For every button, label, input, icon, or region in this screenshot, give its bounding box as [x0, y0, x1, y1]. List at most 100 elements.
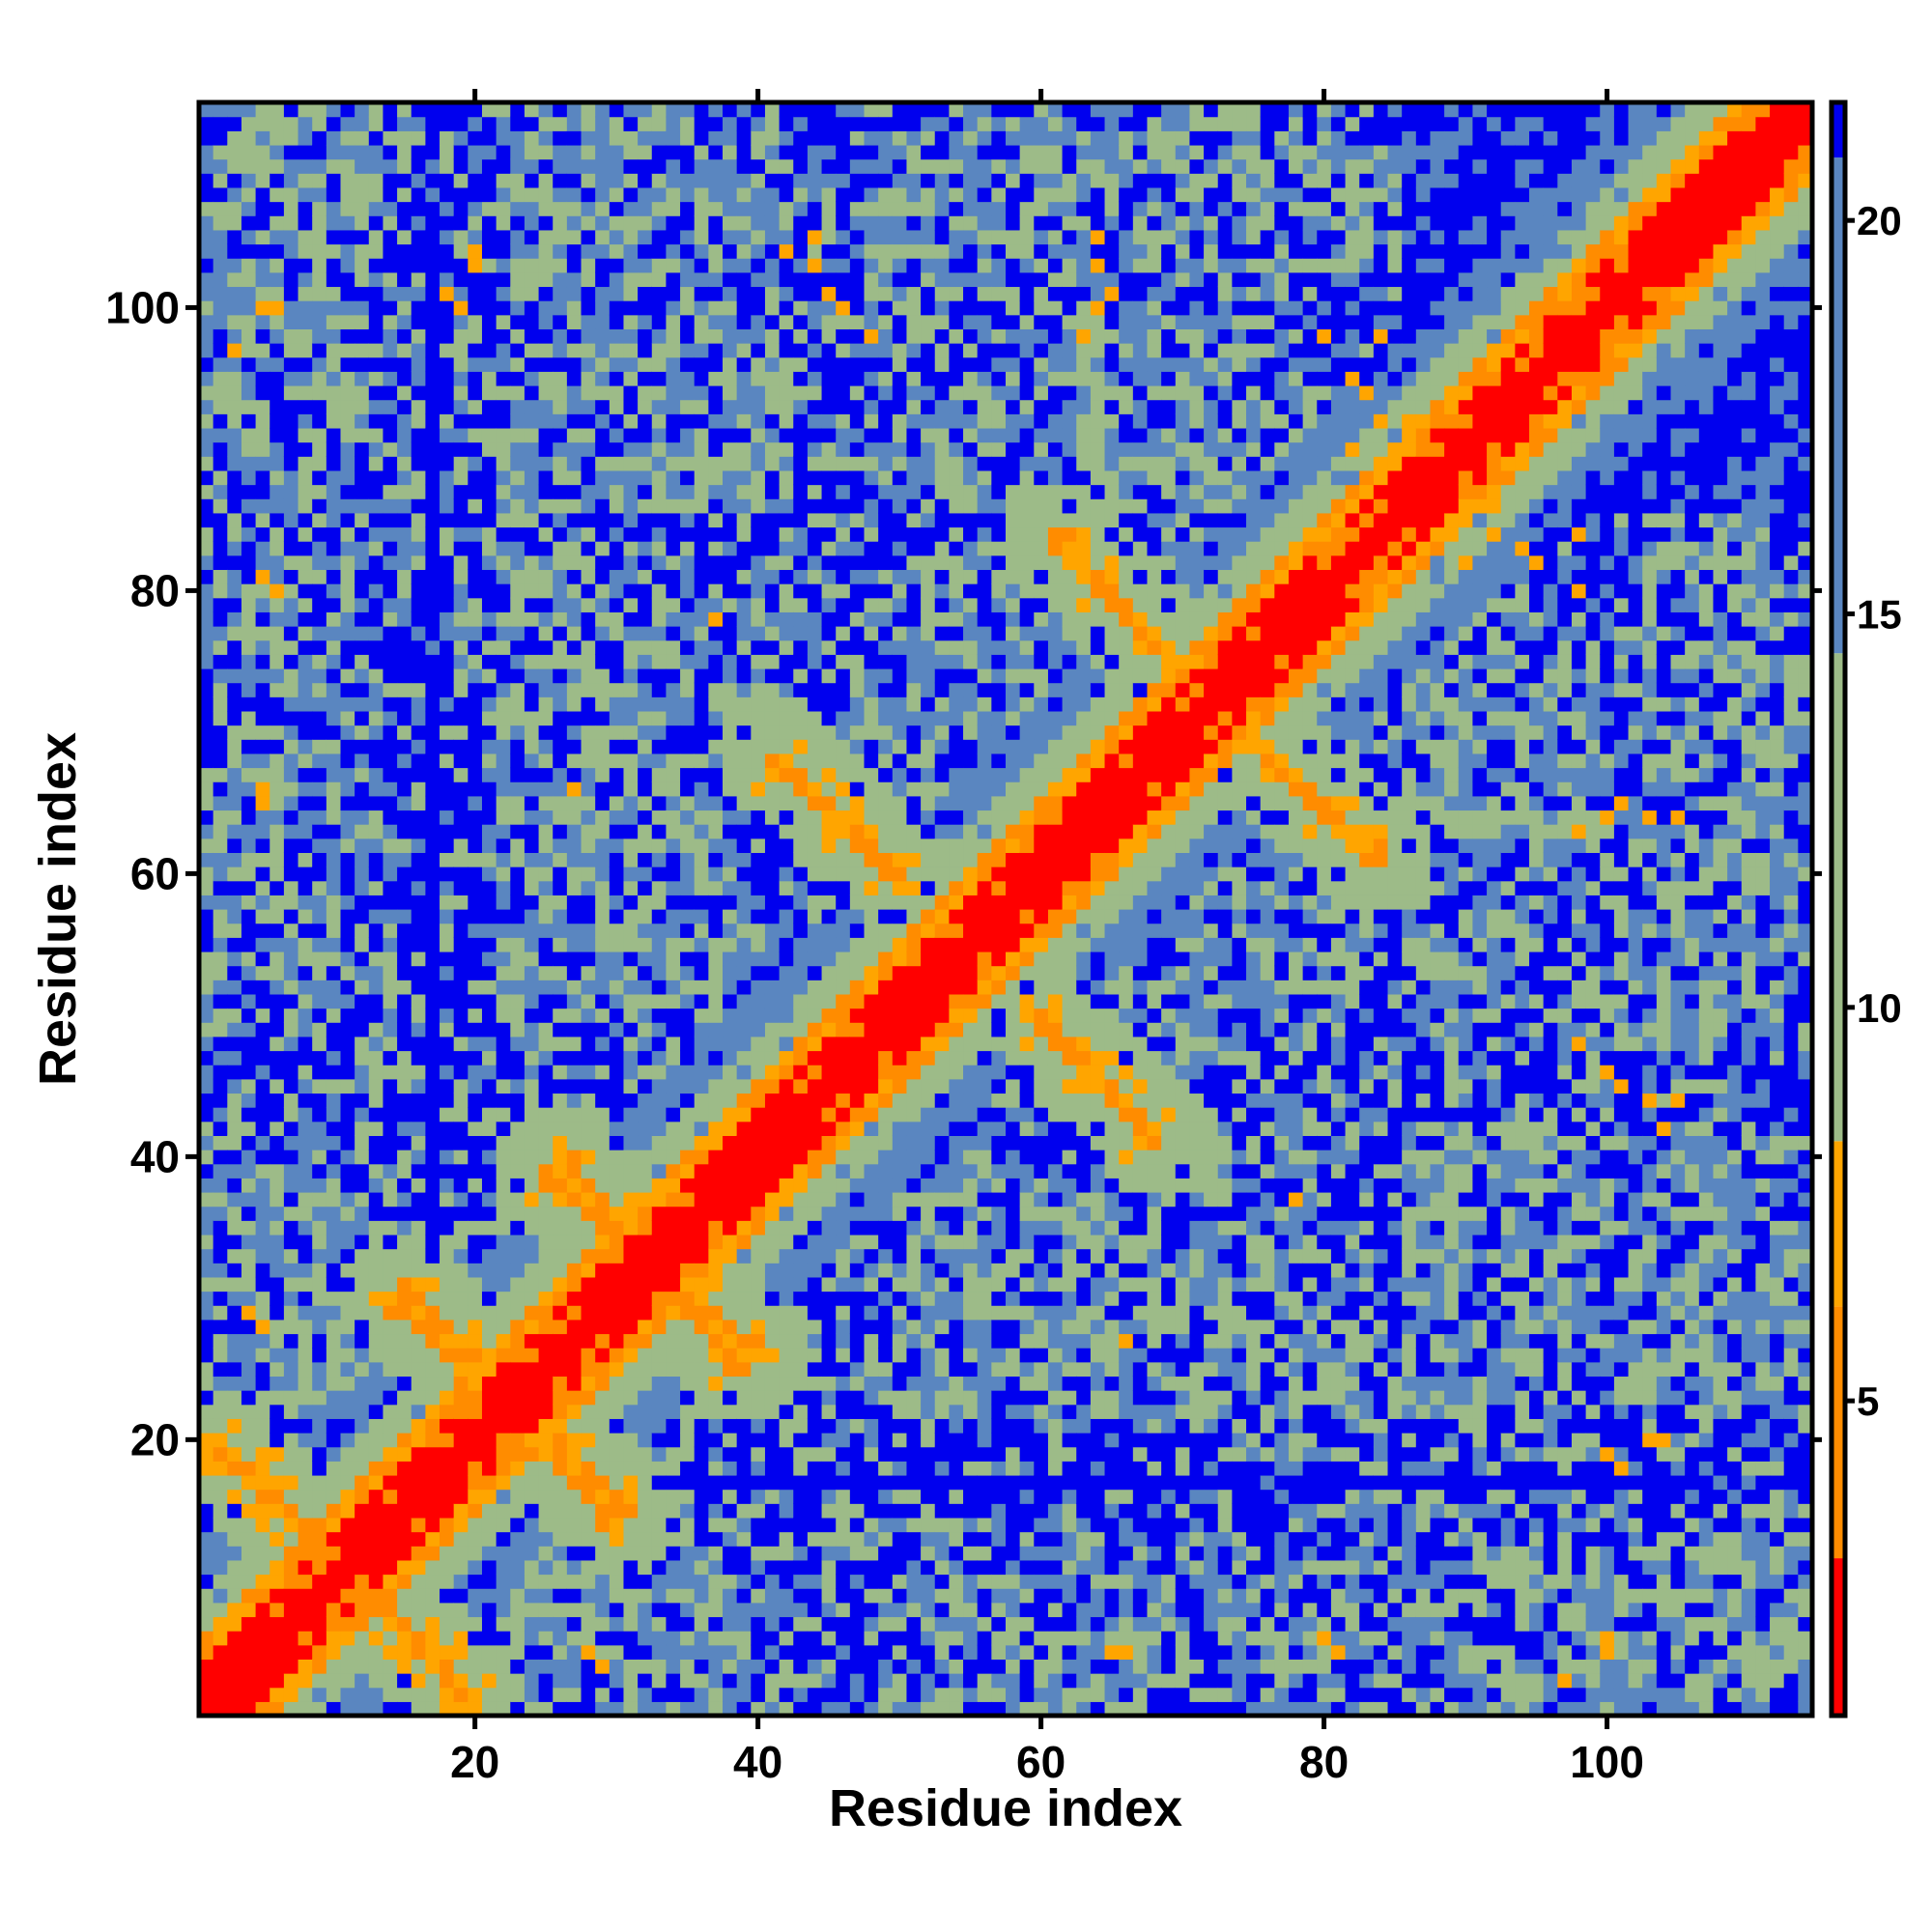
heatmap-cell [312, 824, 327, 839]
heatmap-cell [666, 895, 681, 910]
heatmap-cell [411, 456, 426, 471]
heatmap-cell [425, 739, 440, 754]
heatmap-cell [553, 427, 568, 443]
heatmap-cell [383, 1022, 398, 1037]
heatmap-cell [764, 965, 781, 980]
heatmap-cell [566, 597, 582, 612]
heatmap-cell [383, 201, 398, 216]
heatmap-cell [368, 158, 384, 174]
heatmap-cell [368, 1206, 384, 1221]
heatmap-cell [496, 1234, 511, 1250]
heatmap-cell [566, 965, 582, 980]
heatmap-cell [340, 639, 355, 655]
heatmap-cell [723, 1418, 738, 1434]
heatmap-cell [326, 668, 342, 684]
heatmap-cell [553, 144, 568, 160]
heatmap-cell [553, 526, 568, 542]
heatmap-cell [468, 753, 483, 769]
heatmap-cell [708, 116, 724, 131]
heatmap-cell [368, 1348, 384, 1363]
heatmap-cell [199, 569, 214, 584]
heatmap-cell [553, 1404, 568, 1419]
heatmap-cell [227, 1022, 242, 1037]
heatmap-cell [213, 215, 228, 231]
heatmap-cell [326, 1291, 342, 1306]
heatmap-cell [312, 1390, 327, 1406]
heatmap-cell [751, 1291, 766, 1306]
heatmap-cell [553, 1291, 568, 1306]
heatmap-cell [595, 1687, 611, 1702]
heatmap-cell [255, 1659, 270, 1674]
heatmap-cell [298, 271, 313, 288]
heatmap-cell [283, 441, 299, 457]
heatmap-cell [623, 1433, 639, 1448]
heatmap-cell [440, 384, 455, 401]
heatmap-cell [638, 186, 653, 203]
heatmap-cell [468, 1319, 483, 1335]
heatmap-cell [609, 413, 625, 429]
heatmap-cell [199, 384, 214, 401]
heatmap-cell [383, 1220, 398, 1236]
heatmap-cell [496, 880, 511, 895]
heatmap-cell [383, 427, 398, 443]
heatmap-cell [708, 923, 724, 938]
heatmap-cell [425, 852, 440, 867]
heatmap-cell [199, 1673, 214, 1689]
heatmap-cell [326, 1361, 342, 1378]
heatmap-cell [368, 1503, 384, 1519]
heatmap-cell [723, 541, 738, 556]
heatmap-cell [723, 1559, 738, 1576]
heatmap-cell [496, 427, 511, 443]
heatmap-cell [779, 243, 794, 259]
heatmap-cell [496, 1673, 511, 1689]
heatmap-cell [751, 343, 766, 358]
heatmap-cell [538, 229, 554, 245]
heatmap-cell [355, 795, 370, 811]
heatmap-cell [553, 1150, 568, 1165]
heatmap-cell [736, 1065, 752, 1080]
heatmap-cell [326, 1531, 342, 1547]
heatmap-cell [510, 1602, 526, 1618]
heatmap-cell [538, 427, 554, 443]
heatmap-cell [680, 399, 696, 414]
heatmap-cell [595, 1191, 611, 1208]
heatmap-cell [355, 1503, 370, 1519]
heatmap-cell [553, 1659, 568, 1674]
heatmap-cell [468, 484, 483, 499]
heatmap-cell [779, 1390, 794, 1406]
heatmap-cell [553, 1559, 568, 1576]
heatmap-cell [453, 554, 469, 571]
heatmap-cell [355, 541, 370, 556]
heatmap-cell [723, 130, 738, 146]
heatmap-cell [666, 795, 681, 811]
heatmap-cell [411, 1008, 426, 1023]
heatmap-cell [368, 1191, 384, 1208]
heatmap-cell [241, 1631, 257, 1646]
heatmap-cell [255, 343, 270, 358]
heatmap-cell [694, 356, 709, 372]
heatmap-cell [270, 399, 285, 414]
heatmap-cell [779, 810, 794, 825]
heatmap-cell [283, 1361, 299, 1378]
heatmap-cell [581, 852, 596, 867]
heatmap-cell [453, 1446, 469, 1462]
heatmap-cell [651, 583, 668, 599]
heatmap-cell [623, 767, 639, 782]
heatmap-cell [680, 781, 696, 797]
heatmap-cell [779, 1263, 794, 1278]
heatmap-cell [383, 512, 398, 528]
heatmap-cell [411, 1588, 426, 1604]
heatmap-cell [524, 1404, 540, 1419]
heatmap-cell [255, 1319, 270, 1335]
heatmap-cell [779, 1659, 794, 1674]
heatmap-cell [680, 1701, 696, 1717]
heatmap-cell [326, 384, 342, 401]
heatmap-cell [411, 356, 426, 372]
heatmap-cell [708, 951, 724, 967]
heatmap-cell [623, 541, 639, 556]
heatmap-cell [298, 1616, 313, 1632]
heatmap-cell [510, 1065, 526, 1080]
heatmap-cell [581, 399, 596, 414]
heatmap-cell [453, 1078, 469, 1094]
heatmap-cell [283, 781, 299, 797]
